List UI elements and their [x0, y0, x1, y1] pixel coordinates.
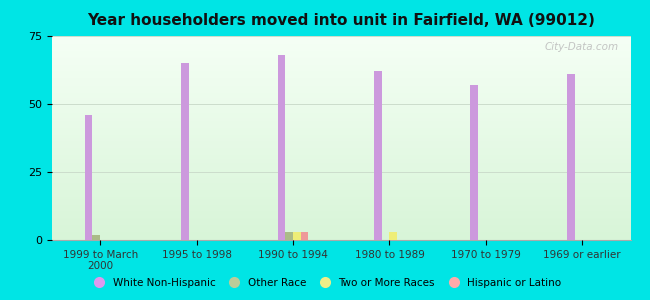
- Bar: [374, 71, 382, 240]
- Bar: [293, 232, 301, 240]
- Bar: [389, 232, 397, 240]
- Bar: [84, 115, 92, 240]
- Text: City-Data.com: City-Data.com: [545, 42, 619, 52]
- Legend: White Non-Hispanic, Other Race, Two or More Races, Hispanic or Latino: White Non-Hispanic, Other Race, Two or M…: [84, 274, 566, 292]
- Bar: [92, 235, 100, 240]
- Bar: [278, 55, 285, 240]
- Bar: [181, 63, 189, 240]
- Bar: [301, 232, 309, 240]
- Bar: [471, 85, 478, 240]
- Bar: [567, 74, 575, 240]
- Bar: [285, 232, 293, 240]
- Title: Year householders moved into unit in Fairfield, WA (99012): Year householders moved into unit in Fai…: [87, 13, 595, 28]
